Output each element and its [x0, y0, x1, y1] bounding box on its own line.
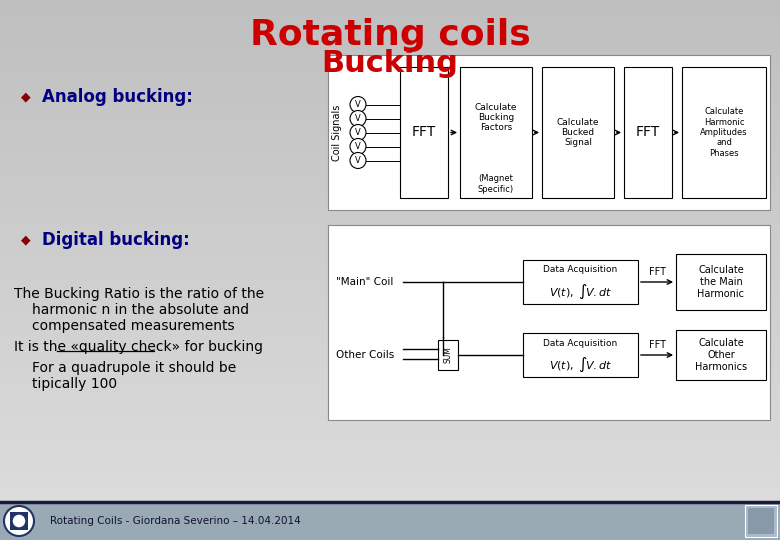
Text: FFT: FFT [648, 267, 665, 277]
Text: $V(t),\ \int\!V.dt$: $V(t),\ \int\!V.dt$ [549, 356, 612, 374]
Circle shape [350, 152, 366, 168]
Text: harmonic n in the absolute and: harmonic n in the absolute and [32, 303, 249, 317]
Text: Calculate
Bucked
Signal: Calculate Bucked Signal [557, 118, 599, 147]
Text: For a quadrupole it should be: For a quadrupole it should be [32, 361, 236, 375]
Text: Calculate
Harmonic
Amplitudes
and
Phases: Calculate Harmonic Amplitudes and Phases [700, 107, 748, 158]
Text: V: V [355, 128, 361, 137]
Text: Analog bucking:: Analog bucking: [42, 88, 193, 106]
Bar [400, 67, 448, 198]
Circle shape [350, 125, 366, 140]
Bar [748, 508, 774, 534]
Text: V: V [355, 156, 361, 165]
Text: FFT: FFT [412, 125, 436, 139]
Bar [523, 333, 638, 377]
Text: It is the «quality check» for bucking: It is the «quality check» for bucking [14, 340, 263, 354]
Bar [460, 67, 532, 198]
Bar [745, 505, 777, 537]
Bar [438, 340, 458, 370]
Text: ◆: ◆ [21, 233, 31, 246]
Text: Bucking: Bucking [321, 50, 459, 78]
Text: Coil Signals: Coil Signals [332, 104, 342, 161]
Text: Calculate
Other
Harmonics: Calculate Other Harmonics [695, 339, 747, 372]
Text: V: V [355, 100, 361, 109]
Bar [624, 67, 672, 198]
Circle shape [350, 97, 366, 112]
Text: (Magnet
Specific): (Magnet Specific) [478, 174, 514, 194]
Text: compensated measurements: compensated measurements [32, 319, 235, 333]
Text: tipically 100: tipically 100 [32, 377, 117, 391]
Text: The Bucking Ratio is the ratio of the: The Bucking Ratio is the ratio of the [14, 287, 264, 301]
Bar [676, 330, 766, 380]
Circle shape [350, 138, 366, 154]
Bar [682, 67, 766, 198]
Bar [676, 254, 766, 310]
Text: V: V [355, 142, 361, 151]
Circle shape [12, 514, 26, 528]
Circle shape [4, 506, 34, 536]
Bar [542, 67, 614, 198]
Text: FFT: FFT [648, 340, 665, 350]
Text: Calculate
Bucking
Factors: Calculate Bucking Factors [475, 103, 517, 132]
Circle shape [350, 111, 366, 126]
Text: Calculate
the Main
Harmonic: Calculate the Main Harmonic [697, 265, 744, 299]
Text: SUM: SUM [444, 347, 452, 363]
Text: Digital bucking:: Digital bucking: [42, 231, 190, 249]
Text: "Main" Coil: "Main" Coil [336, 277, 393, 287]
Text: V: V [355, 114, 361, 123]
Text: Data Acquisition: Data Acquisition [544, 339, 618, 348]
Text: ◆: ◆ [21, 91, 31, 104]
Text: FFT: FFT [636, 125, 660, 139]
Text: Other Coils: Other Coils [336, 350, 394, 360]
Bar [10, 512, 28, 530]
Text: $V(t),\ \int\!V.dt$: $V(t),\ \int\!V.dt$ [549, 283, 612, 301]
Bar [328, 225, 770, 420]
Text: Data Acquisition: Data Acquisition [544, 266, 618, 274]
Text: Rotating coils: Rotating coils [250, 18, 530, 52]
Bar [0, 502, 780, 540]
Bar [523, 260, 638, 304]
Bar [328, 55, 770, 210]
Text: Rotating Coils - Giordana Severino – 14.04.2014: Rotating Coils - Giordana Severino – 14.… [50, 516, 301, 526]
